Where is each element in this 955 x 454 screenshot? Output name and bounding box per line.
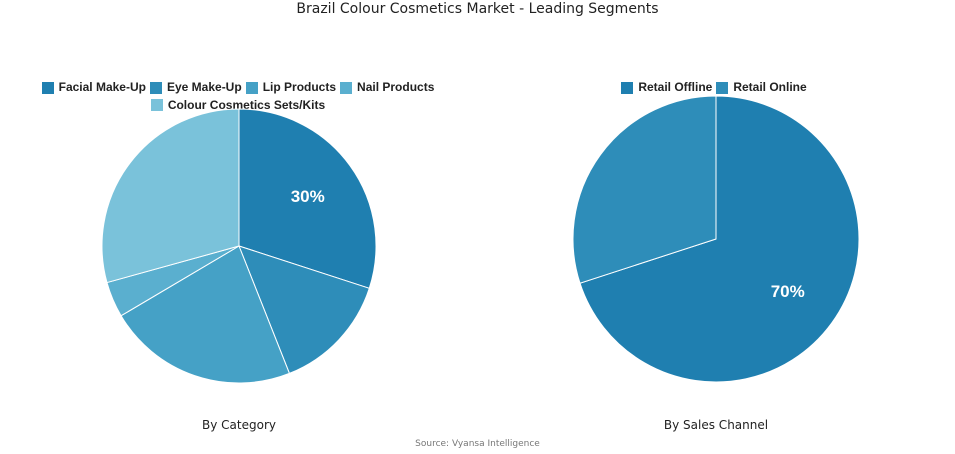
legend-item: Facial Make-Up [41, 80, 146, 95]
legend-item: Colour Cosmetics Sets/Kits [150, 97, 326, 113]
pie-slice [238, 108, 377, 289]
legend-label: Retail Online [733, 80, 807, 94]
pie-slice [238, 245, 370, 375]
pie-slice [572, 95, 717, 284]
legend-item: Eye Make-Up [149, 80, 242, 95]
legend-swatch [41, 81, 54, 94]
sales-channel-subtitle: By Sales Channel [663, 418, 769, 432]
category-subtitle: By Category [202, 418, 276, 432]
legend-item: Nail Products [340, 80, 434, 95]
legend-label: Nail Products [357, 80, 435, 94]
legend-item: Retail Offline [621, 80, 712, 95]
chart-title: Brazil Colour Cosmetics Market - Leading… [296, 1, 659, 17]
legend-swatch [340, 81, 353, 94]
pie-slice [120, 245, 291, 384]
slice-data-label: 70% [771, 282, 805, 301]
pie-slice [579, 95, 860, 383]
legend-item: Lip Products [245, 80, 337, 95]
slice-data-label: 30% [291, 187, 325, 206]
legend-label: Retail Offline [638, 80, 713, 94]
legend-label: Lip Products [262, 80, 337, 94]
source-note: Source: Vyansa Intelligence [415, 439, 540, 449]
legend-swatch [716, 81, 729, 94]
legend-label: Eye Make-Up [166, 80, 242, 94]
legend-swatch [245, 81, 258, 94]
legend-swatch [149, 81, 162, 94]
legend-swatch [150, 99, 163, 111]
legend-label: Colour Cosmetics Sets/Kits [167, 97, 326, 112]
legend-item: Retail Online [716, 80, 807, 95]
legend-label: Facial Make-Up [58, 80, 146, 94]
category-legend: Facial Make-Up Eye Make-Up Lip Products Nai… [40, 80, 440, 115]
sales-channel-legend: Retail Offline Retail Online [566, 80, 866, 98]
legend-swatch [621, 81, 634, 94]
pie-slice [101, 108, 240, 284]
